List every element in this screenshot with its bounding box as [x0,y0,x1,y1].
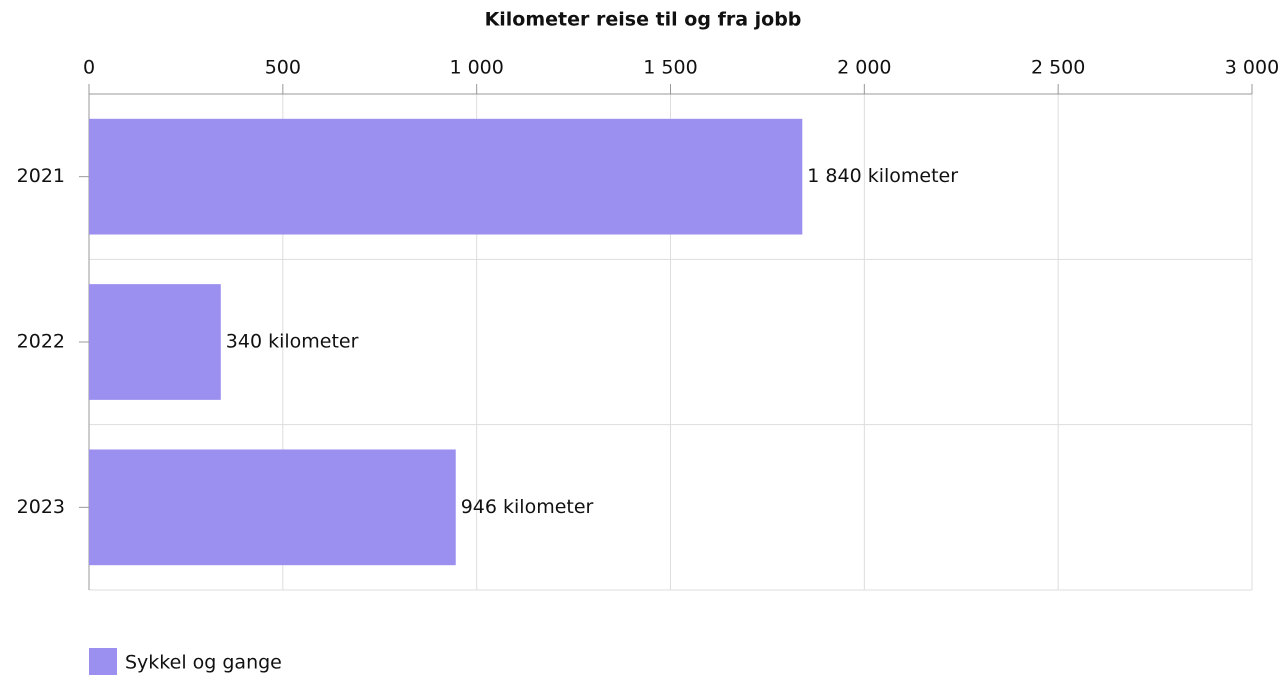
y-tick-label: 2021 [17,165,65,187]
x-tick-label: 1 000 [449,57,503,79]
chart-title: Kilometer reise til og fra jobb [485,9,802,31]
x-tick-label: 500 [265,57,301,79]
legend-swatch [89,648,117,675]
y-tick-label: 2023 [17,496,65,518]
bar [89,284,221,400]
data-label: 340 kilometer [226,331,359,353]
bar [89,449,456,566]
bar [89,118,803,235]
x-tick-label: 2 000 [837,57,891,79]
data-label: 1 840 kilometer [807,165,958,187]
y-tick-label: 2022 [17,331,65,353]
x-tick-label: 0 [83,57,95,79]
data-label: 946 kilometer [461,496,594,518]
x-tick-label: 3 000 [1225,57,1279,79]
x-tick-label: 1 500 [643,57,697,79]
legend-label: Sykkel og gange [125,652,282,674]
x-tick-label: 2 500 [1031,57,1085,79]
